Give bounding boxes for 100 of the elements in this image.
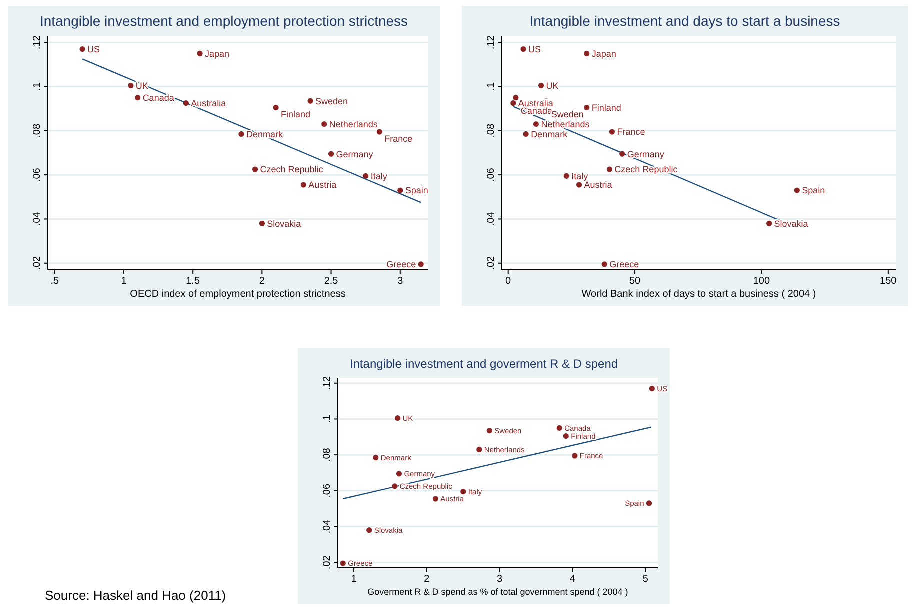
point bbox=[418, 262, 424, 268]
point bbox=[510, 100, 516, 106]
point bbox=[394, 416, 401, 422]
point bbox=[80, 46, 86, 52]
data-label: Germany bbox=[627, 149, 665, 160]
y-tick-label: .12 bbox=[32, 35, 43, 50]
data-label: Australia bbox=[191, 98, 226, 108]
data-label: Spain bbox=[802, 186, 826, 196]
point bbox=[252, 166, 258, 172]
y-tick-label: .04 bbox=[486, 212, 497, 226]
data-label: Canada bbox=[142, 92, 174, 103]
point bbox=[128, 82, 134, 88]
y-tick-label: .12 bbox=[322, 376, 333, 390]
data-label: Slovakia bbox=[267, 218, 302, 229]
point bbox=[373, 454, 379, 461]
point bbox=[584, 104, 590, 111]
y-tick-label: .06 bbox=[322, 484, 333, 498]
point bbox=[620, 151, 626, 157]
point bbox=[576, 182, 582, 188]
x-tick-label: 5 bbox=[642, 574, 649, 585]
point bbox=[563, 433, 569, 440]
point bbox=[520, 46, 526, 52]
x-tick-label: 1 bbox=[351, 574, 358, 585]
data-label: US bbox=[528, 44, 542, 54]
data-label: France bbox=[617, 127, 646, 138]
data-label: Sweden bbox=[551, 109, 584, 120]
point bbox=[766, 220, 772, 226]
x-tick-label: 3 bbox=[497, 574, 504, 585]
data-label: Netherlands bbox=[329, 119, 378, 130]
x-tick-label: 150 bbox=[880, 276, 898, 287]
x-axis-title: World Bank index of days to start a business ( 2004 ) bbox=[582, 289, 816, 300]
point bbox=[602, 262, 608, 268]
chart-title: Intangible investment and days to start a business bbox=[530, 13, 840, 29]
point bbox=[398, 188, 404, 194]
x-tick-label: 2.5 bbox=[324, 276, 339, 287]
data-label: UK bbox=[546, 80, 559, 91]
chart-title: Intangible investment and goverment R & D spend bbox=[350, 357, 618, 371]
x-tick-label: 100 bbox=[753, 276, 770, 287]
data-label: Finland bbox=[281, 110, 311, 120]
point bbox=[564, 173, 570, 179]
data-label: Czech Republic bbox=[260, 164, 324, 175]
y-tick-label: .1 bbox=[322, 414, 333, 424]
point bbox=[340, 560, 346, 566]
x-tick-label: 50 bbox=[629, 276, 642, 287]
data-label: Sweden bbox=[316, 96, 348, 106]
point bbox=[572, 453, 578, 459]
point bbox=[300, 182, 306, 188]
point bbox=[363, 173, 369, 179]
point bbox=[523, 131, 529, 138]
data-label: Austria bbox=[308, 180, 337, 190]
point bbox=[328, 151, 334, 157]
data-label: Spain bbox=[405, 186, 428, 196]
point bbox=[794, 188, 800, 194]
y-tick-label: .04 bbox=[322, 519, 333, 534]
data-label: Italy bbox=[370, 171, 388, 182]
point bbox=[584, 50, 590, 56]
x-axis-title: OECD index of employment protection strictness bbox=[130, 289, 346, 300]
y-tick-label: .1 bbox=[32, 82, 43, 91]
point bbox=[533, 122, 540, 128]
y-tick-label: .06 bbox=[32, 168, 43, 182]
data-label: Greece bbox=[386, 260, 416, 270]
point bbox=[649, 386, 655, 392]
y-tick-label: .02 bbox=[322, 555, 333, 570]
data-label: Japan bbox=[592, 48, 616, 59]
x-tick-label: 1.5 bbox=[186, 276, 200, 287]
chart-title: Intangible investment and employment protection strictness bbox=[40, 13, 408, 29]
data-label: Italy bbox=[572, 171, 589, 182]
point bbox=[476, 446, 482, 452]
x-tick-label: .5 bbox=[50, 276, 60, 287]
point bbox=[606, 166, 612, 172]
point bbox=[513, 95, 519, 101]
point bbox=[646, 500, 652, 506]
point bbox=[460, 489, 466, 495]
data-label: Austria bbox=[584, 180, 612, 190]
y-tick-label: .08 bbox=[322, 448, 333, 462]
point bbox=[376, 129, 382, 135]
y-tick-label: .02 bbox=[486, 256, 497, 270]
data-label: Germany bbox=[336, 149, 374, 160]
y-tick-label: .1 bbox=[486, 82, 497, 91]
x-tick-label: 2 bbox=[424, 574, 430, 585]
y-tick-label: .02 bbox=[32, 256, 43, 270]
data-label: France bbox=[384, 134, 413, 144]
data-label: Australia bbox=[518, 98, 554, 108]
point bbox=[322, 122, 328, 128]
point bbox=[238, 131, 244, 138]
y-tick-label: .08 bbox=[32, 124, 43, 138]
data-label: US bbox=[88, 44, 100, 54]
point bbox=[432, 496, 438, 502]
data-label: Canada bbox=[520, 106, 552, 116]
data-label: Greece bbox=[610, 260, 640, 270]
point bbox=[259, 220, 265, 226]
x-tick-label: 2 bbox=[259, 276, 266, 287]
y-tick-label: .06 bbox=[486, 168, 497, 182]
x-tick-label: 1 bbox=[121, 276, 128, 287]
point bbox=[366, 528, 372, 534]
data-label: Japan bbox=[205, 48, 230, 59]
point bbox=[392, 484, 398, 490]
point bbox=[396, 471, 402, 477]
point bbox=[183, 100, 189, 106]
x-tick-label: 4 bbox=[570, 574, 576, 585]
